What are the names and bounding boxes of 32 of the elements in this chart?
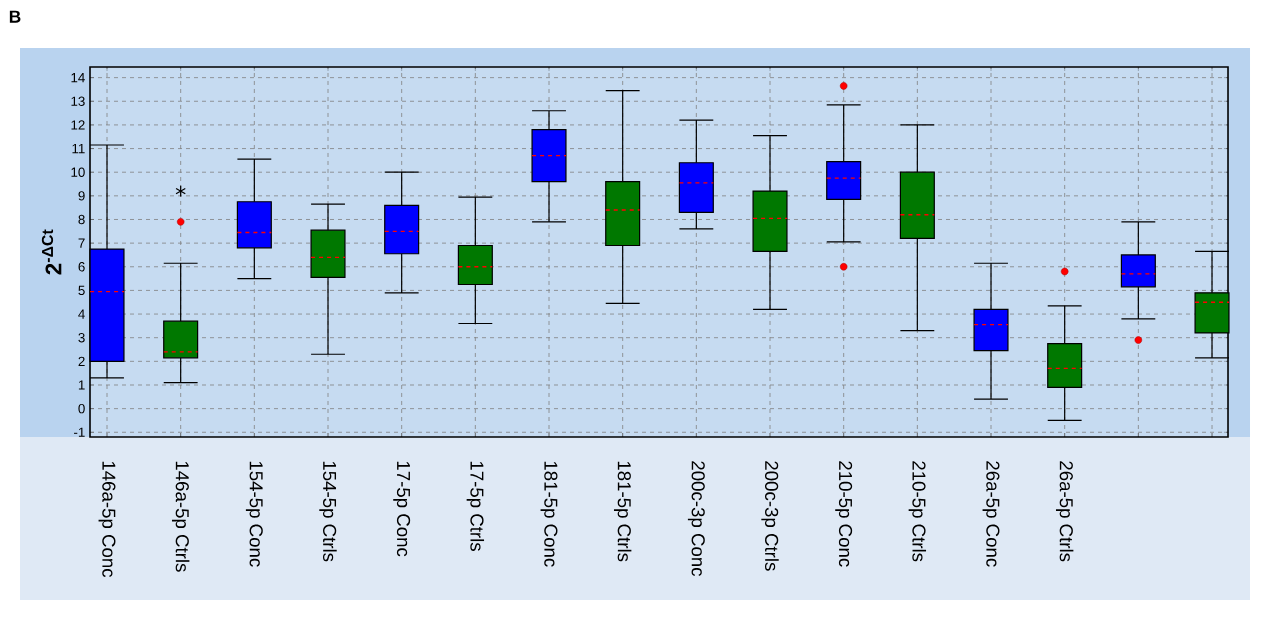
x-tick-label: 181-5p Ctrls: [613, 461, 632, 562]
y-tick-label: 14: [71, 73, 85, 83]
x-tick-label: 146a-5p Ctrls: [171, 461, 190, 572]
chart-title: B: [9, 10, 21, 23]
x-tick-label: 146a-5p Conc: [98, 461, 116, 578]
x-tick-label: 17-5p Conc: [393, 461, 411, 557]
y-tick-label: 13: [71, 96, 85, 106]
y-tick-label: 5: [78, 285, 85, 296]
x-tick-label: 17-5p Ctrls: [466, 461, 485, 551]
y-tick-label: 12: [71, 120, 85, 130]
y-tick-label: 9: [78, 191, 85, 201]
y-tick-label: 1: [78, 380, 85, 390]
y-tick-label: 0: [78, 403, 85, 414]
y-tick-label: 8: [78, 214, 85, 225]
x-tick-label: 200c-3p Conc: [687, 461, 705, 577]
y-tick-label: 4: [78, 309, 85, 319]
x-tick-label: 154-5p Ctrls: [319, 461, 337, 562]
y-tick-label: 3: [78, 332, 85, 343]
x-tick-label: 200c-3p Ctrls: [761, 461, 779, 571]
y-tick-label: 10: [71, 167, 85, 177]
y-axis-title: 2$^{-ΔCt}$: [41, 229, 62, 275]
x-tick-label: 181-5p Conc: [540, 461, 558, 567]
x-tick-label: 154-5p Conc: [245, 461, 263, 567]
y-tick-label: 11: [72, 143, 85, 154]
x-tick-label: 210-5p Conc: [835, 461, 853, 567]
y-tick-label: 2: [78, 356, 85, 366]
x-tick-label: 26a-5p Conc: [982, 461, 1000, 567]
x-tick-label: 26a-5p Ctrls: [1055, 461, 1074, 562]
y-tick-label: -1: [74, 427, 85, 437]
y-tick-label: 6: [78, 262, 85, 272]
x-tick-label: 210-5p Ctrls: [908, 461, 927, 562]
y-tick-label: 7: [78, 238, 85, 248]
